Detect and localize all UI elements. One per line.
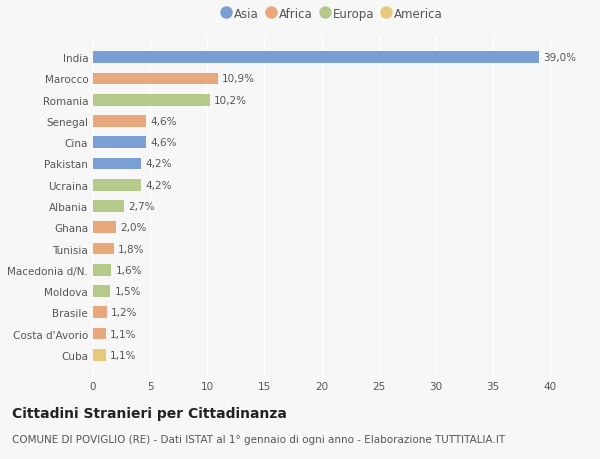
Bar: [93, 349, 106, 361]
Text: 10,2%: 10,2%: [214, 95, 247, 106]
Text: 1,1%: 1,1%: [110, 350, 137, 360]
Bar: [93, 264, 111, 276]
Bar: [93, 328, 106, 340]
Text: 4,6%: 4,6%: [150, 138, 176, 148]
Text: 4,2%: 4,2%: [146, 159, 172, 169]
Bar: [93, 73, 218, 85]
Bar: [93, 52, 539, 64]
Bar: [93, 116, 146, 128]
Text: 1,6%: 1,6%: [116, 265, 142, 275]
Bar: [93, 243, 113, 255]
Text: 10,9%: 10,9%: [222, 74, 255, 84]
Text: 2,0%: 2,0%: [121, 223, 147, 233]
Bar: [93, 179, 141, 191]
Bar: [93, 137, 146, 149]
Text: 2,7%: 2,7%: [128, 202, 155, 212]
Text: COMUNE DI POVIGLIO (RE) - Dati ISTAT al 1° gennaio di ogni anno - Elaborazione T: COMUNE DI POVIGLIO (RE) - Dati ISTAT al …: [12, 434, 505, 444]
Text: Cittadini Stranieri per Cittadinanza: Cittadini Stranieri per Cittadinanza: [12, 406, 287, 420]
Bar: [93, 201, 124, 213]
Legend: Asia, Africa, Europa, America: Asia, Africa, Europa, America: [221, 5, 445, 23]
Text: 4,6%: 4,6%: [150, 117, 176, 127]
Text: 1,1%: 1,1%: [110, 329, 137, 339]
Text: 39,0%: 39,0%: [543, 53, 576, 63]
Bar: [93, 158, 141, 170]
Bar: [93, 222, 116, 234]
Bar: [93, 285, 110, 297]
Text: 4,2%: 4,2%: [146, 180, 172, 190]
Text: 1,8%: 1,8%: [118, 244, 145, 254]
Text: 1,5%: 1,5%: [115, 286, 141, 297]
Bar: [93, 307, 107, 319]
Text: 1,2%: 1,2%: [111, 308, 138, 318]
Bar: [93, 95, 209, 106]
